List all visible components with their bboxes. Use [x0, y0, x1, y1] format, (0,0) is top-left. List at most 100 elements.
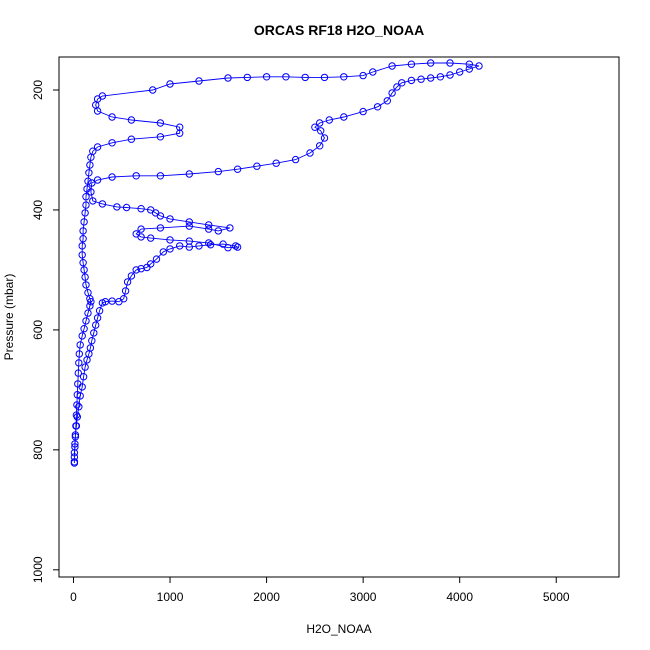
- data-point: [359, 71, 367, 80]
- data-point: [132, 266, 140, 274]
- data-point: [159, 248, 168, 256]
- data-point: [205, 239, 213, 247]
- series-0: [70, 59, 483, 467]
- data-point: [219, 240, 227, 248]
- data-point: [465, 60, 473, 68]
- data-point: [120, 295, 128, 303]
- data-point: [205, 225, 213, 233]
- data-point: [232, 242, 240, 250]
- data-point: [147, 260, 155, 268]
- y-axis-label: Pressure (mbar): [2, 274, 16, 361]
- data-point: [83, 185, 91, 193]
- data-point: [407, 60, 416, 68]
- data-point: [132, 230, 140, 238]
- data-point: [320, 73, 329, 82]
- data-point: [465, 65, 473, 73]
- data-point: [89, 197, 97, 205]
- data-point: [122, 203, 131, 212]
- data-point: [88, 179, 96, 187]
- data-point: [166, 80, 174, 88]
- data-point: [79, 373, 88, 381]
- data-point: [70, 459, 79, 467]
- data-point: [317, 127, 325, 135]
- data-point: [127, 135, 136, 143]
- data-point: [340, 113, 348, 121]
- data-point: [166, 245, 174, 253]
- data-point: [393, 83, 401, 91]
- data-point: [301, 73, 309, 82]
- data-point: [185, 222, 194, 230]
- data-point: [127, 116, 136, 124]
- y-tick-label-3: 800: [31, 440, 45, 460]
- data-point: [388, 62, 396, 70]
- data-point: [108, 139, 116, 147]
- data-point: [76, 341, 84, 349]
- series-0-line: [73, 62, 480, 463]
- data-point: [282, 73, 290, 81]
- data-point: [121, 287, 130, 295]
- data-point: [388, 89, 396, 97]
- data-point: [373, 103, 382, 111]
- data-point: [206, 241, 215, 249]
- data-point: [156, 133, 165, 141]
- data-point: [95, 307, 104, 315]
- data-point: [86, 161, 94, 169]
- data-point: [340, 73, 348, 81]
- data-point: [398, 79, 406, 87]
- series-layer: [70, 59, 483, 467]
- data-point: [272, 159, 280, 167]
- data-point: [108, 173, 116, 181]
- data-point: [80, 218, 88, 226]
- data-point: [185, 218, 194, 226]
- data-point: [84, 177, 92, 185]
- data-point: [383, 97, 391, 105]
- data-point: [86, 302, 94, 310]
- data-point: [147, 234, 155, 242]
- data-point: [72, 411, 81, 419]
- data-point: [85, 169, 93, 177]
- data-point: [311, 123, 319, 131]
- data-point: [88, 337, 96, 345]
- y-tick-label-4: 1000: [31, 556, 45, 583]
- data-point: [132, 172, 140, 180]
- data-point: [81, 363, 89, 371]
- data-point: [262, 73, 271, 81]
- data-point: [427, 74, 435, 82]
- data-point: [78, 332, 86, 340]
- data-point: [78, 251, 86, 259]
- chart-title: ORCAS RF18 H2O_NOAA: [254, 22, 424, 38]
- data-point: [166, 215, 174, 223]
- data-point: [86, 295, 94, 303]
- data-point: [75, 359, 83, 367]
- y-tick-label-2: 600: [31, 320, 45, 340]
- data-point: [86, 344, 95, 352]
- data-point: [316, 142, 324, 150]
- x-tick-label-5: 5000: [543, 590, 570, 604]
- data-point: [71, 443, 79, 451]
- data-point: [359, 107, 367, 116]
- data-point: [87, 153, 95, 161]
- plot-frame: [58, 56, 620, 578]
- data-point: [75, 403, 83, 411]
- data-point: [325, 116, 333, 124]
- data-point: [224, 244, 232, 252]
- x-tick-label-2: 2000: [253, 590, 280, 604]
- data-point: [73, 391, 82, 399]
- y-axis: 200 400 600 800 1000: [31, 80, 59, 583]
- data-point: [81, 209, 89, 217]
- data-point: [456, 68, 464, 76]
- data-point: [93, 176, 102, 184]
- data-point: [253, 162, 261, 170]
- data-point: [137, 205, 145, 213]
- x-axis-label: H2O_NOAA: [306, 622, 371, 636]
- data-point: [185, 237, 194, 245]
- x-axis: 0 1000 2000 3000 4000 5000: [70, 577, 570, 604]
- data-point: [92, 321, 100, 329]
- data-point: [82, 201, 90, 209]
- data-point: [149, 86, 157, 94]
- data-point: [320, 134, 329, 142]
- data-point: [73, 401, 81, 409]
- data-point: [166, 236, 174, 244]
- data-point: [195, 242, 203, 250]
